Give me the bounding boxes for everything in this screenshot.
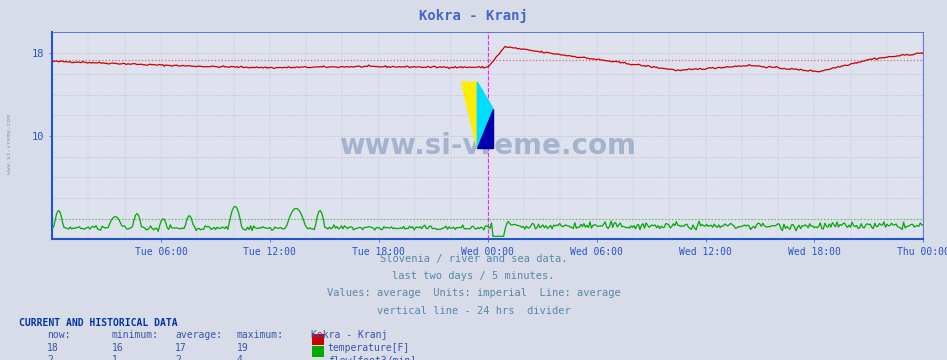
Text: flow[foot3/min]: flow[foot3/min] bbox=[328, 355, 416, 360]
Polygon shape bbox=[461, 82, 477, 148]
Text: 1: 1 bbox=[112, 355, 117, 360]
Text: 16: 16 bbox=[112, 343, 123, 353]
Polygon shape bbox=[477, 109, 493, 148]
Text: Kokra - Kranj: Kokra - Kranj bbox=[420, 9, 527, 23]
Text: 18: 18 bbox=[47, 343, 59, 353]
Text: average:: average: bbox=[175, 330, 223, 341]
Text: 4: 4 bbox=[237, 355, 242, 360]
Text: minimum:: minimum: bbox=[112, 330, 159, 341]
Text: last two days / 5 minutes.: last two days / 5 minutes. bbox=[392, 271, 555, 281]
Text: maximum:: maximum: bbox=[237, 330, 284, 341]
Text: CURRENT AND HISTORICAL DATA: CURRENT AND HISTORICAL DATA bbox=[19, 318, 178, 328]
Text: Values: average  Units: imperial  Line: average: Values: average Units: imperial Line: av… bbox=[327, 288, 620, 298]
Text: www.si-vreme.com: www.si-vreme.com bbox=[7, 114, 12, 174]
Text: Slovenia / river and sea data.: Slovenia / river and sea data. bbox=[380, 254, 567, 264]
Text: temperature[F]: temperature[F] bbox=[328, 343, 410, 353]
Text: www.si-vreme.com: www.si-vreme.com bbox=[339, 132, 636, 160]
Text: 17: 17 bbox=[175, 343, 187, 353]
Text: 2: 2 bbox=[175, 355, 181, 360]
Text: Kokra - Kranj: Kokra - Kranj bbox=[311, 330, 387, 341]
Text: vertical line - 24 hrs  divider: vertical line - 24 hrs divider bbox=[377, 306, 570, 316]
Text: 2: 2 bbox=[47, 355, 53, 360]
Text: now:: now: bbox=[47, 330, 71, 341]
Polygon shape bbox=[477, 82, 493, 148]
Text: 19: 19 bbox=[237, 343, 248, 353]
